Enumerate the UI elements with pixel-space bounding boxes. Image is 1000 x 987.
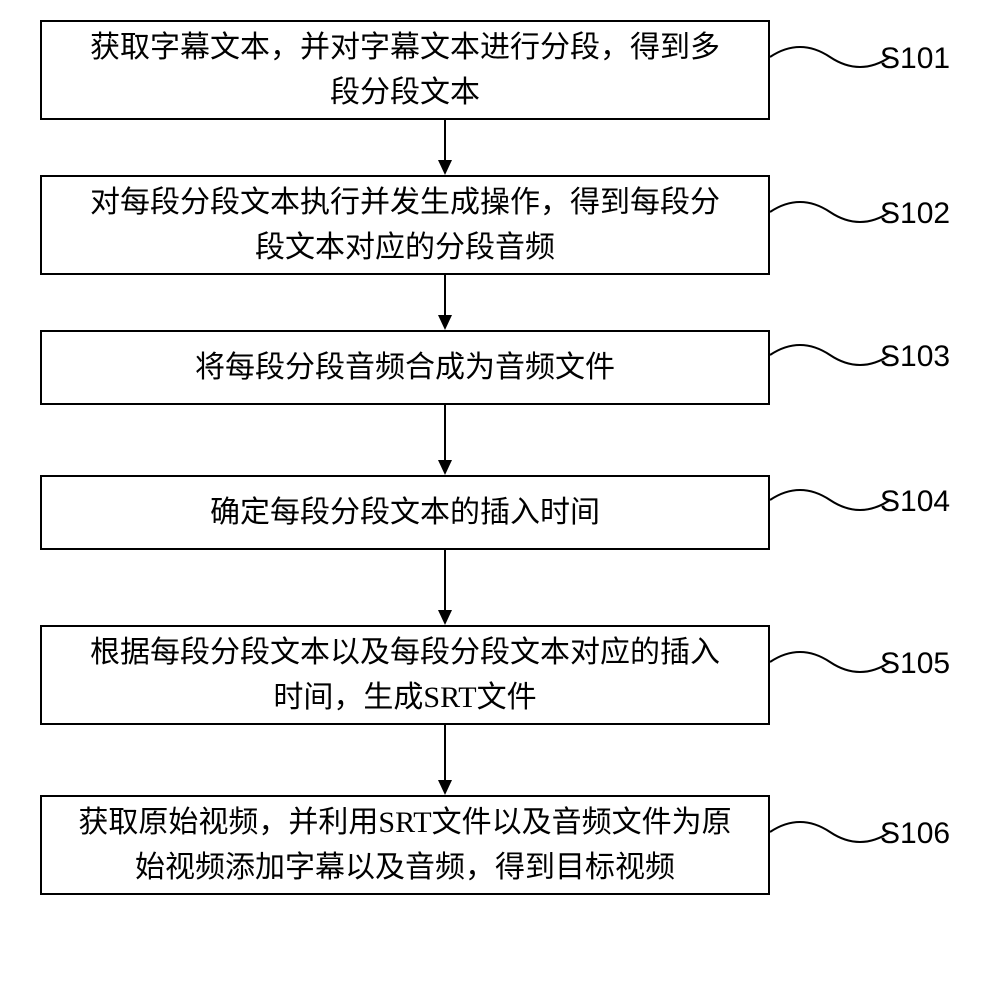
arrow-1 bbox=[435, 120, 455, 175]
step-container-2: 对每段分段文本执行并发生成操作，得到每段分段文本对应的分段音频 S102 bbox=[0, 175, 1000, 275]
arrow-3 bbox=[435, 405, 455, 475]
step-box-5: 根据每段分段文本以及每段分段文本对应的插入时间，生成SRT文件 bbox=[40, 625, 770, 725]
step-label-4: S104 bbox=[880, 485, 950, 519]
step-text-3: 将每段分段音频合成为音频文件 bbox=[195, 345, 615, 390]
step-text-5: 根据每段分段文本以及每段分段文本对应的插入时间，生成SRT文件 bbox=[90, 630, 720, 720]
step-box-3: 将每段分段音频合成为音频文件 bbox=[40, 330, 770, 405]
arrow-4 bbox=[435, 550, 455, 625]
flowchart-container: 获取字幕文本，并对字幕文本进行分段，得到多段分段文本 S101 对每段分段文本执… bbox=[0, 0, 1000, 987]
step-label-6: S106 bbox=[880, 817, 950, 851]
step-text-6: 获取原始视频，并利用SRT文件以及音频文件为原始视频添加字幕以及音频，得到目标视… bbox=[78, 800, 731, 890]
arrow-2 bbox=[435, 275, 455, 330]
step-box-1: 获取字幕文本，并对字幕文本进行分段，得到多段分段文本 bbox=[40, 20, 770, 120]
step-text-4: 确定每段分段文本的插入时间 bbox=[210, 490, 600, 535]
step-box-4: 确定每段分段文本的插入时间 bbox=[40, 475, 770, 550]
arrow-5 bbox=[435, 725, 455, 795]
step-container-5: 根据每段分段文本以及每段分段文本对应的插入时间，生成SRT文件 S105 bbox=[0, 625, 1000, 725]
step-text-1: 获取字幕文本，并对字幕文本进行分段，得到多段分段文本 bbox=[90, 25, 720, 115]
step-text-2: 对每段分段文本执行并发生成操作，得到每段分段文本对应的分段音频 bbox=[90, 180, 720, 270]
step-box-6: 获取原始视频，并利用SRT文件以及音频文件为原始视频添加字幕以及音频，得到目标视… bbox=[40, 795, 770, 895]
step-label-1: S101 bbox=[880, 42, 950, 76]
step-container-6: 获取原始视频，并利用SRT文件以及音频文件为原始视频添加字幕以及音频，得到目标视… bbox=[0, 795, 1000, 895]
step-container-3: 将每段分段音频合成为音频文件 S103 bbox=[0, 330, 1000, 405]
step-box-2: 对每段分段文本执行并发生成操作，得到每段分段文本对应的分段音频 bbox=[40, 175, 770, 275]
step-label-2: S102 bbox=[880, 197, 950, 231]
step-container-1: 获取字幕文本，并对字幕文本进行分段，得到多段分段文本 S101 bbox=[0, 20, 1000, 120]
step-label-5: S105 bbox=[880, 647, 950, 681]
step-label-3: S103 bbox=[880, 340, 950, 374]
step-container-4: 确定每段分段文本的插入时间 S104 bbox=[0, 475, 1000, 550]
